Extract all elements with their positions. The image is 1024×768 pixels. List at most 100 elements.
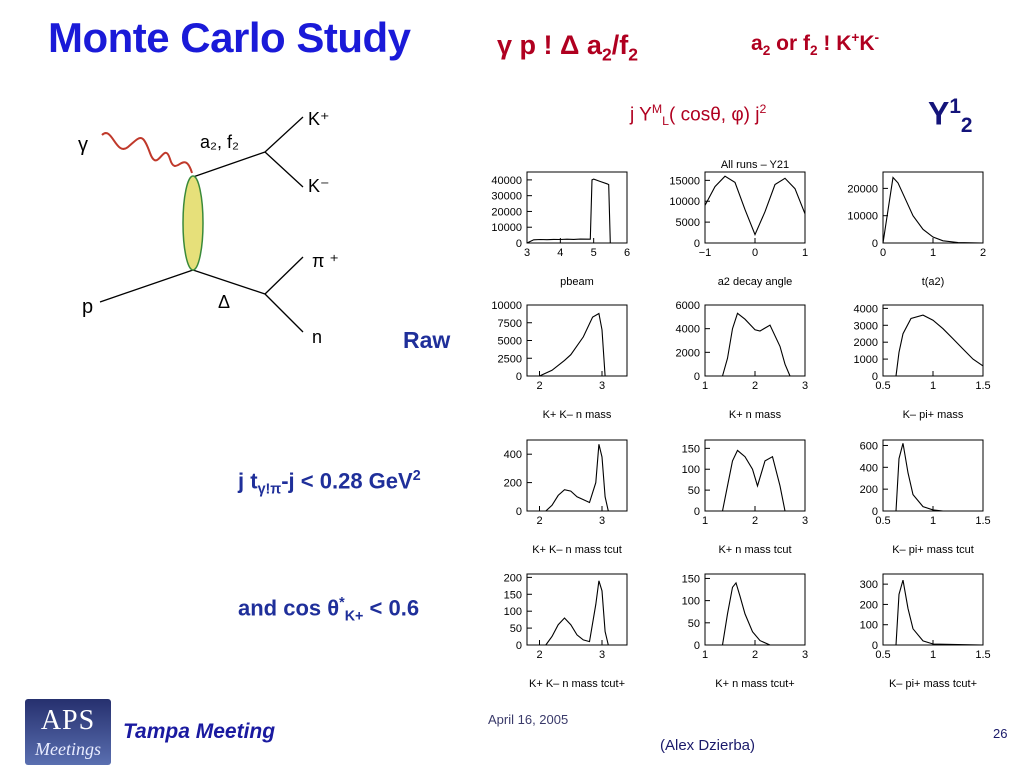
x-tick-label: 2 (752, 515, 758, 527)
y-tick-label: 5000 (498, 336, 522, 348)
y-tick-label: 100 (504, 606, 522, 618)
x-tick-label: 0.5 (875, 380, 890, 392)
delta-text: Δ (218, 292, 230, 312)
cos-cut-label: and cos θ*K+ < 0.6 (238, 595, 420, 625)
y-tick-label: 150 (682, 573, 700, 585)
y-tick-label: 0 (516, 371, 522, 383)
y-tick-label: 30000 (491, 191, 522, 203)
x-tick-label: 0.5 (875, 515, 890, 527)
y-tick-label: 10000 (847, 211, 878, 223)
histogram-series (526, 178, 627, 244)
histogram-series (545, 444, 609, 512)
x-tick-label: 1 (930, 247, 936, 259)
x-tick-label: 3 (524, 247, 530, 259)
histogram-series (895, 579, 984, 646)
x-tick-label: 2 (980, 247, 986, 259)
y-tick-label: 0 (872, 640, 878, 652)
x-tick-label: 3 (599, 515, 605, 527)
y-tick-label: 400 (860, 462, 878, 474)
y-tick-label: 100 (682, 596, 700, 608)
y-tick-label: 0 (516, 640, 522, 652)
exchange-text: a₂, f₂ (200, 132, 239, 152)
y-tick-label: 600 (860, 440, 878, 452)
x-axis-label: K+ n mass tcut (718, 544, 791, 556)
footer-date: April 16, 2005 (488, 712, 569, 727)
histogram-series (895, 314, 984, 377)
y-tick-label: 100 (860, 620, 878, 632)
footer-author: (Alex Dzierba) (660, 737, 756, 754)
x-tick-label: 3 (802, 380, 808, 392)
x-tick-label: 2 (536, 380, 542, 392)
plot-frame (704, 439, 806, 512)
x-tick-label: 1.5 (975, 380, 990, 392)
y-tick-label: 50 (510, 623, 522, 635)
x-axis-label: K+ K– n mass tcut (532, 544, 622, 556)
plot-frame (526, 439, 628, 512)
x-tick-label: 2 (536, 649, 542, 661)
plot-frame (882, 304, 984, 377)
plot-frame (526, 573, 628, 646)
y-tick-label: 0 (516, 506, 522, 518)
x-tick-label: 1.5 (975, 515, 990, 527)
histogram-series (721, 449, 786, 512)
y-tick-label: 3000 (854, 320, 878, 332)
x-tick-label: 5 (591, 247, 597, 259)
plot-frame (526, 304, 628, 377)
x-tick-label: 1.5 (975, 649, 990, 661)
y-tick-label: 0 (872, 506, 878, 518)
y-tick-label: 400 (504, 449, 522, 461)
x-axis-label: K+ K– n mass (543, 409, 612, 421)
x-tick-label: 3 (599, 380, 605, 392)
y-tick-label: 2500 (498, 353, 522, 365)
x-tick-label: 6 (624, 247, 630, 259)
ylm-label: Y12 (928, 95, 973, 138)
y-tick-label: 1000 (854, 354, 878, 366)
y-tick-label: 10000 (491, 222, 522, 234)
x-tick-label: 2 (536, 515, 542, 527)
y-tick-label: 50 (688, 618, 700, 630)
y-tick-label: 40000 (491, 175, 522, 187)
y-tick-label: 0 (872, 238, 878, 250)
raw-row-label: Raw (403, 327, 451, 353)
y-tick-label: 20000 (847, 183, 878, 195)
y-tick-label: 10000 (491, 300, 522, 312)
logo-bottom-text: Meetings (35, 739, 101, 759)
y-tick-label: 150 (504, 589, 522, 601)
y-tick-label: 10000 (669, 196, 700, 208)
x-axis-label: t(a2) (922, 276, 945, 288)
x-tick-label: 1 (930, 649, 936, 661)
x-tick-label: 1 (802, 247, 808, 259)
y-tick-label: 100 (682, 464, 700, 476)
y-tick-label: 2000 (676, 347, 700, 359)
proton-line (99, 269, 194, 303)
exchange-blob (182, 175, 204, 271)
kminus-line (264, 151, 304, 188)
plot-frame (704, 304, 806, 377)
y-tick-label: 4000 (676, 324, 700, 336)
histogram-series (882, 176, 984, 244)
histogram-series (721, 312, 791, 377)
x-axis-label: K+ K– n mass tcut+ (529, 678, 625, 690)
x-tick-label: 2 (752, 649, 758, 661)
upper-vertex-line (192, 151, 266, 178)
x-tick-label: 2 (752, 380, 758, 392)
histogram-series (545, 580, 609, 646)
x-axis-label: pbeam (560, 276, 594, 288)
x-tick-label: 3 (599, 649, 605, 661)
y-tick-label: 4000 (854, 303, 878, 315)
y-tick-label: 0 (694, 506, 700, 518)
y-tick-label: 0 (694, 371, 700, 383)
x-tick-label: 1 (702, 515, 708, 527)
reaction-heading: γ p ! Δ a2/f2 (497, 30, 638, 65)
piplus-line (264, 256, 304, 295)
x-tick-label: 1 (702, 649, 708, 661)
proton-text: p (82, 296, 93, 318)
plot-title: All runs – Y21 (721, 159, 789, 171)
kminus-text: K⁻ (308, 176, 330, 196)
x-tick-label: −1 (699, 247, 712, 259)
y-tick-label: 200 (504, 572, 522, 584)
x-axis-label: K– pi+ mass tcut (892, 544, 974, 556)
x-tick-label: 1 (702, 380, 708, 392)
y-tick-label: 2000 (854, 337, 878, 349)
